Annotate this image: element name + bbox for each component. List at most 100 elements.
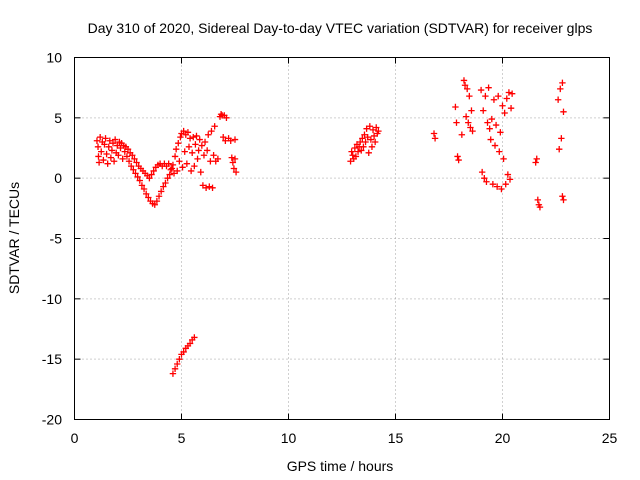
data-point	[223, 114, 230, 122]
data-point	[177, 133, 184, 141]
x-tick-label: 20	[495, 430, 511, 446]
data-point	[368, 143, 376, 150]
data-point	[482, 92, 489, 100]
data-point	[348, 148, 355, 155]
y-tick-label: -15	[42, 351, 62, 367]
data-point	[186, 135, 194, 142]
data-point	[504, 171, 512, 178]
data-point	[193, 132, 200, 140]
data-point	[363, 125, 370, 132]
data-point	[132, 170, 139, 177]
data-point	[373, 124, 380, 131]
data-point	[558, 135, 565, 142]
data-point	[220, 133, 227, 141]
data-point	[430, 130, 438, 137]
y-tick-label: 10	[46, 50, 62, 66]
data-point	[190, 133, 197, 141]
data-point	[174, 360, 181, 368]
data-point	[499, 102, 506, 109]
data-point	[370, 132, 378, 140]
data-point	[488, 115, 495, 123]
data-point	[364, 133, 371, 141]
data-point	[369, 126, 377, 134]
y-tick-label: 5	[54, 110, 62, 126]
data-point	[206, 183, 213, 190]
data-point	[169, 161, 177, 169]
data-point	[172, 146, 180, 153]
data-point	[480, 107, 487, 114]
data-point	[100, 156, 107, 164]
data-point	[534, 196, 542, 204]
data-point	[114, 142, 121, 149]
data-point	[356, 138, 364, 146]
data-point	[554, 96, 562, 103]
data-point	[176, 355, 183, 363]
data-point	[493, 183, 501, 190]
data-point	[454, 153, 461, 160]
y-axis-label: SDTVAR / TECUs	[6, 182, 22, 294]
data-point	[123, 153, 131, 160]
y-tick-label: -10	[42, 291, 62, 307]
data-point	[360, 143, 367, 150]
data-point	[229, 159, 237, 166]
data-point	[150, 167, 157, 175]
data-point	[500, 155, 507, 163]
data-point	[508, 90, 516, 97]
data-point	[136, 177, 143, 184]
data-point	[145, 194, 152, 201]
y-tick-labels: 10 5 0 -5 -10 -15 -20	[42, 50, 62, 428]
data-point	[162, 179, 169, 187]
data-point	[359, 135, 366, 142]
data-point	[228, 154, 235, 161]
data-point	[505, 89, 513, 96]
data-point	[105, 143, 112, 150]
data-point	[468, 107, 475, 114]
data-point	[484, 119, 491, 126]
chart-title: Day 310 of 2020, Sidereal Day-to-day VTE…	[88, 20, 593, 36]
data-point	[146, 174, 153, 182]
data-point	[129, 152, 136, 159]
data-point	[205, 131, 212, 138]
data-point	[169, 370, 177, 377]
data-point	[481, 174, 488, 182]
data-point	[109, 139, 117, 147]
data-point	[191, 162, 198, 170]
data-point	[183, 160, 191, 167]
data-point	[121, 148, 128, 155]
data-point	[101, 141, 108, 148]
data-point	[496, 148, 503, 155]
data-point	[133, 159, 140, 166]
data-point	[491, 142, 499, 149]
data-point	[142, 190, 150, 198]
data-point	[125, 158, 133, 165]
data-point	[179, 164, 186, 171]
data-point	[171, 365, 179, 373]
data-point	[458, 131, 466, 138]
data-point	[111, 136, 119, 143]
data-point	[95, 153, 102, 160]
data-point	[431, 135, 439, 142]
data-point	[194, 155, 201, 163]
data-point	[533, 155, 540, 163]
data-point	[160, 183, 167, 190]
data-point	[203, 147, 211, 154]
x-tick-labels: 0 5 10 15 20 25	[71, 430, 618, 446]
data-point	[197, 168, 204, 176]
data-point	[453, 119, 460, 126]
data-point	[148, 171, 155, 178]
data-point	[507, 104, 515, 112]
data-point	[462, 113, 470, 120]
data-point	[128, 162, 135, 170]
data-point	[198, 142, 206, 149]
data-point	[560, 196, 567, 204]
data-point	[191, 334, 198, 341]
data-point	[168, 165, 176, 172]
data-point	[208, 127, 215, 135]
data-point	[485, 84, 492, 91]
y-tick-label: 0	[54, 170, 62, 186]
data-point	[506, 176, 514, 183]
data-point	[165, 160, 172, 167]
data-point	[186, 340, 194, 347]
data-point	[210, 152, 217, 159]
data-point	[93, 137, 101, 144]
